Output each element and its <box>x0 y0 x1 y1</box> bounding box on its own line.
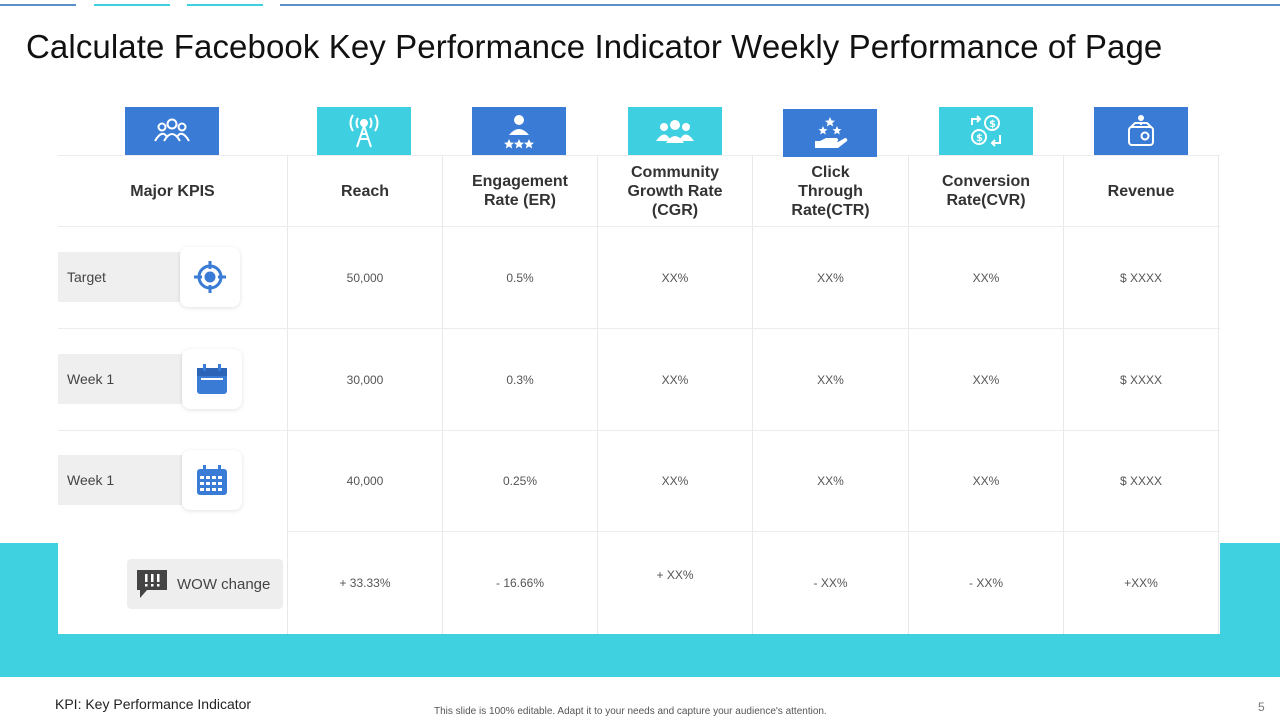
table-cell: XX% <box>972 372 1000 387</box>
header-engagement-rate: Engagement Rate (ER) <box>471 173 568 209</box>
column-divider <box>1218 155 1219 634</box>
row-divider <box>58 430 1220 431</box>
wow-cell: - XX% <box>813 576 848 590</box>
header-click-through-rate: Click Through Rate(CTR) <box>791 163 870 219</box>
table-cell: $ XXXX <box>1119 474 1163 488</box>
user-rating-icon <box>504 115 534 149</box>
page-title: Calculate Facebook Key Performance Indic… <box>26 28 1163 65</box>
kpi-table <box>58 155 1220 634</box>
header-icon-box <box>628 107 722 155</box>
svg-text:$: $ <box>976 133 983 144</box>
table-cell: $ XXXX <box>1119 372 1163 387</box>
wow-cell: +XX% <box>1124 576 1158 590</box>
svg-text:$: $ <box>989 119 996 130</box>
row-label-target: Target <box>58 252 186 302</box>
row-icon-box <box>182 349 242 409</box>
wow-cell: - 16.66% <box>495 576 545 590</box>
wow-change-label: WOW change <box>127 559 283 609</box>
disclaimer: This slide is 100% editable. Adapt it to… <box>434 706 827 717</box>
row-icon-box <box>180 247 240 307</box>
header-icon-box <box>317 107 411 155</box>
wow-cell: + 33.33% <box>339 576 391 590</box>
hand-stars-icon <box>815 117 848 148</box>
table-cell: 0.3% <box>506 372 534 387</box>
footnote: KPI: Key Performance Indicator <box>55 696 252 712</box>
currency-exchange-icon: $ $ <box>971 115 1001 147</box>
wallet-icon <box>1128 115 1154 146</box>
row-icon-box <box>182 450 242 510</box>
header-major-kpis: Major KPIS <box>130 182 215 200</box>
row-label-week: Week 1 <box>58 354 186 404</box>
top-accent-line-3 <box>187 4 263 6</box>
chat-alert-icon <box>137 570 167 598</box>
header-icon-box <box>125 107 219 155</box>
table-cell: XX% <box>817 474 844 488</box>
header-icon-box <box>783 109 877 157</box>
table-cell: XX% <box>817 372 844 387</box>
header-reach: Reach <box>340 182 390 200</box>
table-cell: 0.25% <box>502 474 538 488</box>
calendar-grid-icon <box>197 465 227 495</box>
table-cell: 50,000 <box>346 270 384 285</box>
row-divider <box>58 155 1220 156</box>
header-icon-box: $ $ <box>939 107 1033 155</box>
column-divider <box>908 155 909 634</box>
wow-change-text: WOW change <box>177 575 271 593</box>
table-cell: $ XXXX <box>1119 270 1163 285</box>
row-divider <box>58 226 1220 227</box>
top-accent-line-1 <box>0 4 76 6</box>
table-cell: XX% <box>661 270 689 285</box>
column-divider <box>442 155 443 634</box>
table-cell: XX% <box>661 474 689 488</box>
header-revenue: Revenue <box>1107 182 1175 200</box>
header-icon-box <box>1094 107 1188 155</box>
column-divider <box>287 155 288 634</box>
header-community-growth-rate: Community Growth Rate (CGR) <box>627 163 723 219</box>
header-conversion-rate: Conversion Rate(CVR) <box>941 173 1030 209</box>
table-cell: XX% <box>661 372 689 387</box>
column-divider <box>597 155 598 634</box>
row-divider <box>58 328 1220 329</box>
wow-cell: + XX% <box>656 568 694 582</box>
group-icon <box>656 120 694 143</box>
header-icon-box <box>472 107 566 155</box>
wow-cell: - XX% <box>968 576 1003 590</box>
table-cell: 30,000 <box>346 372 384 387</box>
top-accent-line-4 <box>280 4 1280 6</box>
row-label-week: Week 1 <box>58 455 186 505</box>
column-divider <box>1063 155 1064 634</box>
target-icon <box>194 261 226 293</box>
page-number: 5 <box>1258 700 1265 714</box>
calendar-icon <box>197 364 227 394</box>
broadcast-tower-icon <box>349 114 379 148</box>
top-accent-line-2 <box>94 4 170 6</box>
table-cell: XX% <box>972 270 1000 285</box>
table-cell: 0.5% <box>506 270 534 285</box>
column-divider <box>752 155 753 634</box>
table-cell: XX% <box>817 270 844 285</box>
team-icon <box>154 118 190 142</box>
table-cell: 40,000 <box>346 474 384 488</box>
row-divider <box>287 531 1220 532</box>
table-cell: XX% <box>972 474 1000 488</box>
